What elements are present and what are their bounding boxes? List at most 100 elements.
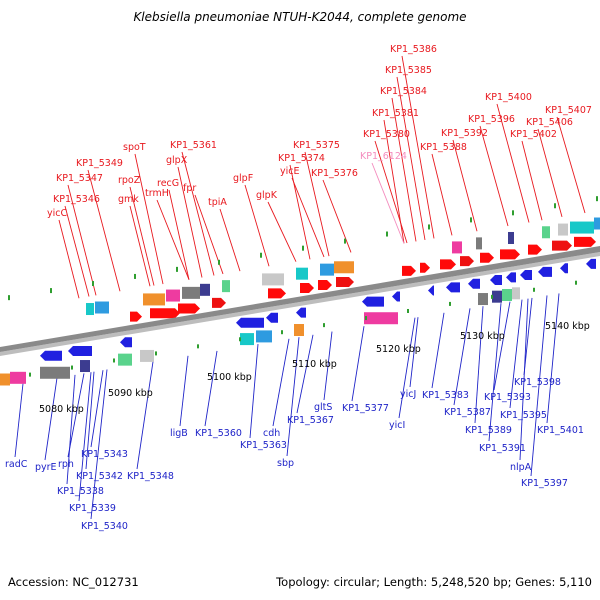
gene-label[interactable]: KP1_5401 <box>537 425 584 436</box>
gene-label[interactable]: KP1_5407 <box>545 105 592 116</box>
gene-label[interactable]: yicC <box>47 208 67 219</box>
leader-line <box>219 208 241 272</box>
forward-gene-box <box>320 263 334 276</box>
gene-label[interactable]: KP1_5384 <box>380 86 427 97</box>
gene-label[interactable]: KP1_5383 <box>422 390 469 401</box>
gene-label[interactable]: KP1_5376 <box>311 168 358 179</box>
forward-gene-arrow <box>440 259 456 270</box>
gene-label[interactable]: rph <box>58 459 74 470</box>
forward-gene-arrow <box>318 279 332 290</box>
gene-features <box>0 217 600 386</box>
gene-label[interactable]: gltS <box>314 402 332 413</box>
gene-label[interactable]: KP1_5360 <box>195 428 242 439</box>
reverse-gene-box <box>502 288 512 301</box>
gene-label[interactable]: KP1_5347 <box>56 173 103 184</box>
gene-label[interactable]: KP1_5367 <box>287 415 334 426</box>
gene-label[interactable]: KP1_5346 <box>53 194 100 205</box>
forward-gene-box <box>86 303 94 316</box>
gene-label[interactable]: nlpA <box>510 462 532 473</box>
gene-label[interactable]: KP1_5393 <box>484 392 531 403</box>
gene-label[interactable]: KP1_5377 <box>342 403 389 414</box>
gene-label[interactable]: cdh <box>263 428 280 439</box>
reverse-gene-arrow <box>506 272 516 283</box>
gene-label[interactable]: KP1_5343 <box>81 449 128 460</box>
leader-line <box>391 97 417 242</box>
tick-mark <box>470 217 472 223</box>
tick-mark <box>596 196 598 202</box>
gene-label[interactable]: ligB <box>170 428 188 439</box>
reverse-gene-box <box>10 371 26 384</box>
forward-gene-box <box>542 226 550 239</box>
forward-gene-box <box>262 273 284 286</box>
leader-line <box>488 303 502 442</box>
leader-line <box>67 184 97 296</box>
gene-label[interactable]: KP1_5348 <box>127 471 174 482</box>
leader-line <box>67 373 85 458</box>
leader-line <box>509 299 523 409</box>
gene-label[interactable]: yicI <box>389 420 405 431</box>
gene-label[interactable]: KP1_5339 <box>69 503 116 514</box>
gene-label[interactable]: KP1_5375 <box>293 140 340 151</box>
reverse-gene-box <box>240 333 254 346</box>
gene-label[interactable]: KP1_5381 <box>372 108 419 119</box>
gene-label[interactable]: KP1_5363 <box>240 440 287 451</box>
forward-gene-arrow <box>460 256 474 267</box>
kbp-tick-label: 5110 kbp <box>292 359 337 370</box>
reverse-gene-box <box>0 373 10 386</box>
gene-label[interactable]: KP1_5402 <box>510 129 557 140</box>
gene-label[interactable]: spoT <box>123 142 146 153</box>
leader-line <box>179 355 189 427</box>
gene-label[interactable]: glpX <box>166 155 188 166</box>
gene-label[interactable]: rpoZ <box>118 175 141 186</box>
tick-mark <box>113 358 115 363</box>
forward-gene-arrow <box>552 240 572 251</box>
leader-line <box>289 164 311 260</box>
gene-label[interactable]: KP1_5389 <box>465 425 512 436</box>
gene-label[interactable]: sbp <box>277 458 294 469</box>
gene-label[interactable]: tpiA <box>208 197 227 208</box>
gene-label[interactable]: KP1_5349 <box>76 158 123 169</box>
gene-label[interactable]: KP1_5397 <box>521 478 568 489</box>
forward-gene-box <box>570 221 594 234</box>
forward-gene-box <box>558 223 568 236</box>
gene-label[interactable]: KP1_5406 <box>526 117 573 128</box>
forward-gene-arrow <box>420 262 430 273</box>
gene-label[interactable]: KP1_5387 <box>444 407 491 418</box>
gene-label[interactable]: KP1_5395 <box>500 410 547 421</box>
gene-label[interactable]: recG <box>157 178 179 189</box>
gene-label[interactable]: KP1_5340 <box>81 521 128 532</box>
leader-line <box>479 125 509 227</box>
gene-label[interactable]: KP1_5392 <box>441 128 488 139</box>
gene-label[interactable]: glpF <box>233 173 253 184</box>
gene-label[interactable]: KP1_5396 <box>468 114 515 125</box>
gene-label[interactable]: KP1_5398 <box>514 377 561 388</box>
reverse-gene-arrow <box>296 307 306 318</box>
gene-label[interactable]: yicE <box>280 166 300 177</box>
gene-label[interactable]: KP1_5342 <box>76 471 123 482</box>
gene-label[interactable]: fpr <box>183 183 196 194</box>
gene-label[interactable]: KP1_5400 <box>485 92 532 103</box>
gene-label[interactable]: glpK <box>256 190 278 201</box>
gene-label[interactable]: KP1_5388 <box>420 142 467 153</box>
gene-label[interactable]: pyrE <box>35 462 57 473</box>
forward-gene-box <box>452 241 462 254</box>
gene-label[interactable]: KP1_5380 <box>363 129 410 140</box>
reverse-gene-arrow <box>490 275 502 286</box>
gene-label[interactable]: KP1_5391 <box>479 443 526 454</box>
gene-label[interactable]: KP1_5386 <box>390 44 437 55</box>
tick-mark <box>8 295 10 301</box>
genome-backbone <box>0 246 600 356</box>
tick-mark <box>71 365 73 370</box>
gene-label[interactable]: KP1_5338 <box>57 486 104 497</box>
gene-label[interactable]: KP1_5374 <box>278 153 325 164</box>
gene-label[interactable]: yicJ <box>400 389 416 400</box>
gene-label[interactable]: KP1_5361 <box>170 140 217 151</box>
rna-gene-label[interactable]: KP1_6124 <box>360 151 407 162</box>
reverse-gene-arrow <box>538 266 552 277</box>
forward-gene-arrow <box>300 283 314 293</box>
gene-label[interactable]: radC <box>5 459 28 470</box>
gene-label[interactable]: gmk <box>118 194 139 205</box>
gene-label[interactable]: trmH <box>145 188 169 199</box>
reverse-gene-arrow <box>468 278 480 289</box>
gene-label[interactable]: KP1_5385 <box>385 65 432 76</box>
